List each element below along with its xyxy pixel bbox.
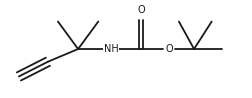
Text: O: O [137,5,145,15]
Text: NH: NH [104,44,118,54]
Text: O: O [165,44,173,54]
